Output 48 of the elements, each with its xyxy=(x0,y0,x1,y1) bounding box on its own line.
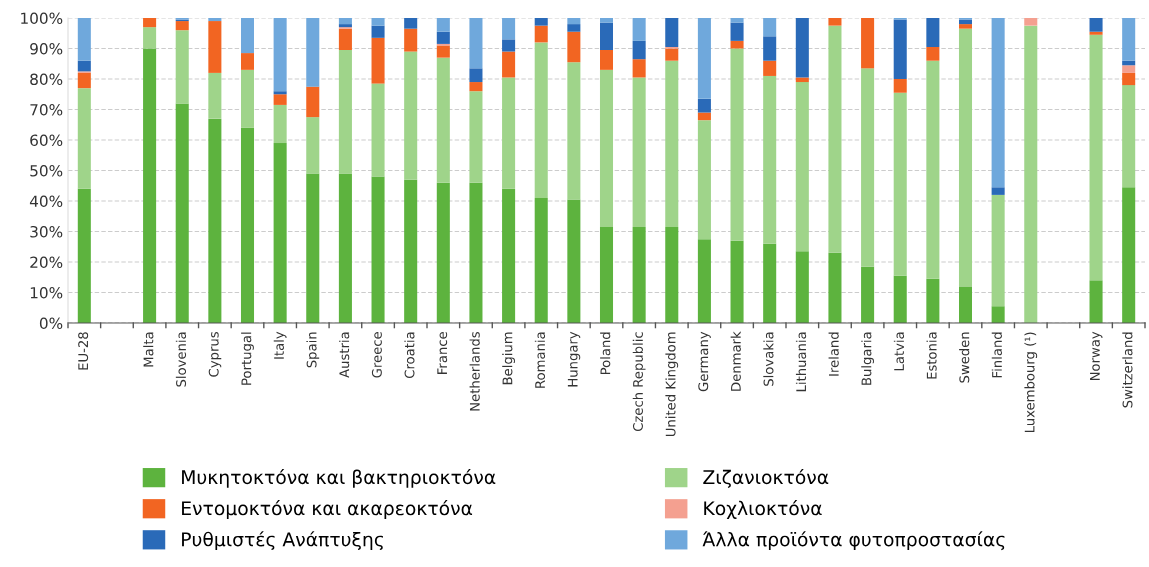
x-tick-label: Estonia xyxy=(926,332,937,379)
y-tick-label: 80% xyxy=(30,73,63,86)
legend-label: Ρυθμιστές Ανάπτυξης xyxy=(182,531,383,551)
x-tick-label: Bulgaria xyxy=(861,332,874,385)
x-tick-label: Poland xyxy=(600,332,611,375)
x-tick-label: Hungary xyxy=(567,331,581,387)
x-tick-label: Belgium xyxy=(502,332,515,385)
y-tick-label: 50% xyxy=(30,164,63,177)
x-tick-label: Croatia xyxy=(404,332,415,379)
y-tick-label: 70% xyxy=(30,103,63,116)
x-tick-label: France xyxy=(437,332,448,374)
x-tick-label: Germany xyxy=(698,331,711,392)
x-tick-label: Lithuania xyxy=(795,332,807,392)
x-tick-label: Slovenia xyxy=(175,332,187,387)
y-tick-label: 20% xyxy=(30,256,63,269)
y-tick-label: 60% xyxy=(30,134,63,147)
x-tick-label: Netherlands xyxy=(469,331,480,411)
y-tick-label: 30% xyxy=(30,225,63,238)
x-tick-label: Finland xyxy=(991,332,1002,378)
y-tick-label: 100% xyxy=(21,12,63,25)
x-tick-label: Slovakia xyxy=(763,332,774,386)
legend-label: Ζιζανιοκτόνα xyxy=(703,468,829,488)
y-tick-label: 10% xyxy=(30,286,63,299)
x-tick-label: Norway xyxy=(1090,331,1103,381)
x-tick-label: Ireland xyxy=(828,332,839,376)
x-tick-label: Sweden xyxy=(959,332,970,383)
x-tick-label: Spain xyxy=(306,332,320,368)
x-tick-label: Latvia xyxy=(893,332,905,371)
x-tick-label: Portugal xyxy=(241,332,254,385)
y-tick-label: 90% xyxy=(30,42,63,55)
x-tick-label: Romania xyxy=(534,332,546,388)
x-tick-label: Cyprus xyxy=(208,331,222,377)
legend-label: Μυκητοκτόνα και βακτηριοκτόνα xyxy=(182,468,496,488)
x-tick-label: Malta xyxy=(143,332,154,367)
legend-label: Εντομοκτόνα και ακαρεοκτόνα xyxy=(182,500,473,519)
x-tick-label: Switzerland xyxy=(1122,332,1133,408)
x-tick-label: Italy xyxy=(273,331,287,359)
x-tick-label: Denmark xyxy=(730,331,741,391)
y-tick-label: 40% xyxy=(29,195,63,208)
x-tick-label: United Kingdom xyxy=(665,332,679,437)
x-tick-label: Czech Republic xyxy=(632,332,646,432)
x-tick-label: Luxembourg (¹) xyxy=(1024,332,1038,433)
x-tick-label: Greece xyxy=(371,332,382,378)
legend-label: Άλλα προϊόντα φυτοπροστασίας xyxy=(702,531,1005,551)
x-tick-label: Austria xyxy=(339,332,350,378)
y-tick-label: 0% xyxy=(39,317,63,330)
legend-label: Κοχλιοκτόνα xyxy=(704,500,822,519)
x-tick-label: EU-28 xyxy=(78,332,89,370)
